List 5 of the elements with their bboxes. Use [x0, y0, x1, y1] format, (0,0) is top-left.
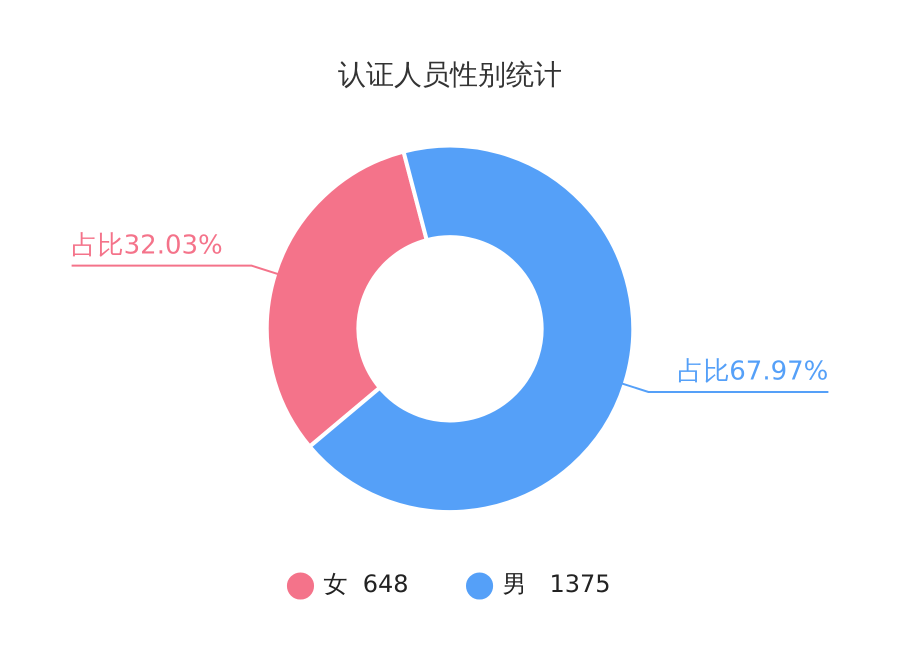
legend-label: 女 648 [323, 570, 409, 598]
data-label: 占比67.97% [677, 356, 828, 387]
data-label: 占比32.03% [72, 230, 223, 260]
chart-title: 认证人员性别统计 [338, 58, 562, 92]
legend-label: 男 1375 [502, 570, 611, 598]
